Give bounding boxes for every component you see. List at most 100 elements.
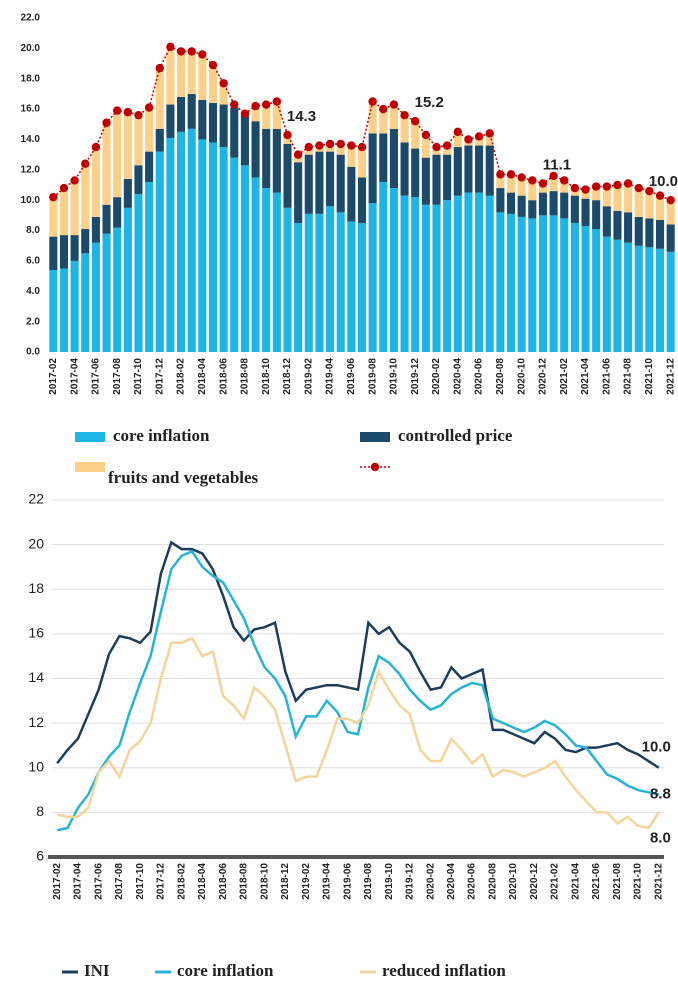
x-tick-label: 2017-08 (112, 358, 123, 395)
bar (560, 192, 569, 219)
bar (187, 51, 196, 94)
y-tick-label: 4.0 (26, 286, 40, 297)
bar (613, 210, 622, 240)
bar (400, 115, 409, 143)
x-tick-label: 2020-02 (431, 358, 442, 395)
bar (655, 219, 665, 249)
x-tick-label: 2020-08 (495, 358, 506, 395)
bar (538, 183, 547, 193)
bar (208, 142, 218, 352)
bar (475, 192, 484, 352)
x-tick-label: 2020-04 (452, 358, 463, 395)
y-tick-label: 6 (36, 848, 44, 864)
x-tick-label: 2020-12 (538, 358, 549, 395)
bar (91, 242, 100, 352)
bar (389, 128, 398, 189)
point (49, 192, 58, 202)
bar (208, 65, 218, 104)
y-tick-label: 22.0 (21, 13, 41, 24)
bar (59, 235, 69, 269)
bar (432, 204, 441, 352)
point (123, 107, 133, 117)
bar (219, 147, 228, 352)
point (70, 176, 79, 185)
point (538, 179, 548, 188)
bar (443, 154, 452, 201)
bar (666, 200, 675, 225)
bar (400, 142, 409, 196)
bar (411, 197, 420, 352)
bar (59, 188, 69, 236)
point (591, 182, 601, 191)
line (56, 636, 660, 830)
point (517, 173, 526, 182)
y-tick-label: 2.0 (26, 316, 40, 327)
bar (187, 93, 196, 129)
x-tick-label: 2019-04 (325, 358, 336, 395)
x-tick-label: 2017-10 (135, 863, 146, 900)
bar (283, 134, 292, 145)
legend-label: core inflation (113, 426, 210, 445)
bar (187, 128, 196, 352)
bar (592, 229, 601, 352)
bar (581, 225, 590, 352)
y-tick-label: 16 (28, 625, 44, 641)
bar (91, 147, 100, 217)
bar (379, 109, 388, 134)
bar (634, 216, 643, 246)
bar (485, 145, 494, 196)
bar (336, 212, 345, 352)
bar (655, 248, 665, 352)
bar (59, 268, 69, 352)
bar (602, 186, 611, 207)
line (52, 45, 671, 201)
bar (645, 191, 654, 219)
point (634, 183, 643, 193)
bar (145, 151, 154, 182)
x-tick-label: 2018-04 (197, 863, 208, 900)
point (144, 103, 154, 112)
bar (347, 221, 356, 352)
bar (155, 151, 164, 352)
bar (475, 136, 484, 146)
point (230, 100, 239, 109)
x-tick-label: 2019-10 (389, 358, 400, 395)
bar (379, 133, 388, 182)
line (56, 549, 660, 832)
x-tick-label: 2020-08 (487, 863, 498, 900)
bar (613, 185, 622, 211)
bar (560, 218, 569, 352)
bar (113, 227, 122, 352)
bar (81, 253, 90, 352)
bar (240, 165, 249, 352)
point (613, 180, 622, 190)
bar (528, 180, 537, 201)
bar (496, 212, 505, 352)
bar (230, 107, 239, 158)
bar (634, 188, 643, 217)
bar (592, 186, 601, 201)
point (240, 109, 250, 118)
y-tick-label: 22 (28, 491, 44, 507)
point (549, 171, 558, 181)
bar (655, 195, 665, 220)
chart: 6 8 10 12 14 16 18 20 22 2017-02 2017-04 2017-06 201… (28, 491, 670, 980)
x-tick-label: 2017-04 (69, 358, 80, 395)
bar (666, 224, 675, 252)
point (400, 110, 409, 120)
bar (506, 174, 516, 193)
point (81, 159, 90, 168)
bar (81, 163, 90, 230)
bar (549, 215, 558, 352)
x-tick-label: 2017-04 (73, 863, 84, 900)
y-tick-label: 14 (28, 669, 44, 685)
x-tick-label: 2019-06 (342, 863, 353, 900)
bar (49, 197, 58, 237)
x-tick-label: 2019-06 (346, 358, 357, 395)
bar (315, 213, 324, 352)
bar (528, 218, 537, 352)
bar (592, 200, 601, 230)
bar (177, 51, 186, 97)
x-tick-label: 2021-10 (644, 358, 655, 395)
bar (326, 151, 335, 207)
